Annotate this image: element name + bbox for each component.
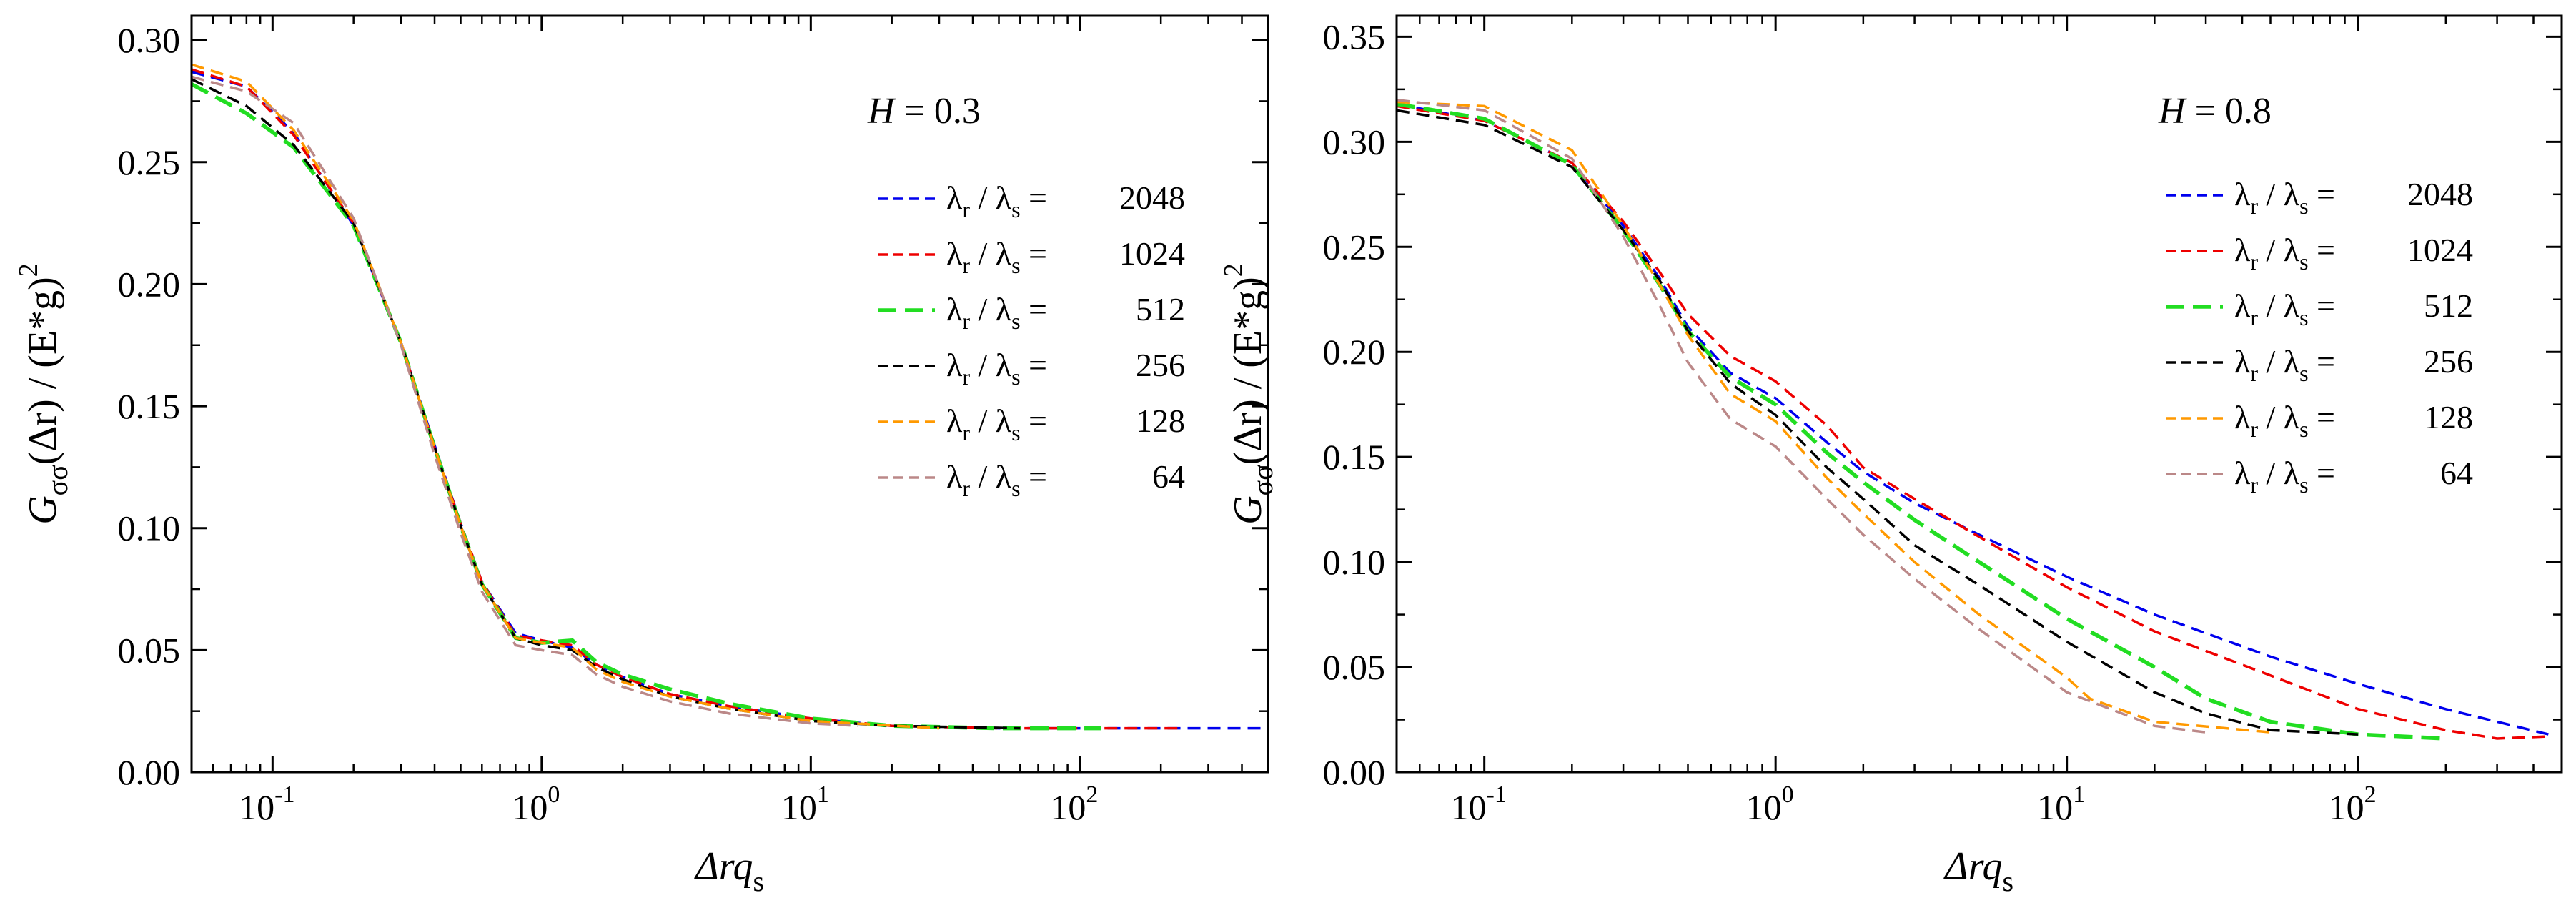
legend-entry: λr / λs = [946, 291, 1047, 334]
x-tick-label: 10-1 [239, 781, 294, 827]
series-line-64 [1397, 98, 2206, 734]
y-tick-label: 0.30 [1323, 122, 1386, 162]
legend-value: 64 [1152, 458, 1185, 495]
x-tick-label: 102 [1050, 781, 1098, 827]
y-tick-label: 0.15 [1323, 437, 1386, 477]
y-tick-label: 0.30 [118, 20, 181, 60]
legend-value: 2048 [1119, 179, 1185, 216]
y-tick-label: 0.15 [118, 386, 181, 426]
series-group [1397, 98, 2549, 741]
x-axis-label: Δrqs [694, 844, 764, 897]
series-line-1024 [1397, 104, 2549, 740]
legend-value: 256 [1136, 347, 1185, 383]
legend-entry: λr / λs = [2234, 287, 2335, 330]
series-line-128 [192, 63, 940, 730]
legend-entry: λr / λs = [946, 235, 1047, 278]
legend-entry: λr / λs = [2234, 232, 2335, 275]
y-tick-label: 0.20 [118, 264, 181, 304]
legend-entry: λr / λs = [946, 179, 1047, 222]
legend-entry: λr / λs = [2234, 343, 2335, 386]
y-tick-label: 0.10 [1323, 542, 1386, 582]
legend: λr / λs = 2048 λr / λs = 1024 λr / λs = 51… [878, 179, 1185, 501]
y-tick-label: 0.10 [118, 508, 181, 548]
y-tick-label: 0.25 [118, 142, 181, 182]
legend-value: 512 [2424, 287, 2473, 324]
legend-value: 1024 [1119, 235, 1185, 272]
x-axis-label: Δrqs [1943, 844, 2013, 897]
y-axis-label: Gσσ(Δr) / (E*g)2 [14, 263, 74, 525]
x-tick-label: 101 [781, 781, 829, 827]
y-tick-label: 0.05 [118, 630, 181, 670]
y-tick-label: 0.05 [1323, 647, 1386, 687]
chart-panel-2: 0.00 0.05 0.10 0.15 0.20 0.25 0.30 0.35 10-1 100 1… [1219, 14, 2563, 897]
plot-frame [1395, 14, 2563, 774]
legend-value: 512 [1136, 291, 1185, 327]
legend-value: 256 [2424, 343, 2473, 380]
h-annotation: H = 0.8 [2158, 91, 2272, 132]
series-line-512 [1397, 102, 2446, 741]
legend-entry: λr / λs = [946, 403, 1047, 445]
series-line-128 [1397, 100, 2271, 734]
x-tick-label: 10-1 [1451, 781, 1507, 827]
series-line-256 [192, 78, 1021, 730]
legend: λr / λs = 2048 λr / λs = 1024 λr / λs = 51… [2166, 176, 2473, 498]
series-group [192, 63, 1264, 731]
legend-value: 128 [1136, 403, 1185, 439]
chart-panel-1: 0.00 0.05 0.10 0.15 0.20 0.25 0.30 10-1 100 101 10… [14, 14, 1269, 897]
h-annotation: H = 0.3 [867, 91, 981, 132]
series-line-1024 [192, 68, 1182, 730]
legend-entry: λr / λs = [946, 347, 1047, 390]
plot-frame [190, 14, 1269, 774]
series-line-2048 [1397, 102, 2549, 736]
legend-value: 1024 [2407, 232, 2473, 268]
legend-entry: λr / λs = [2234, 399, 2335, 442]
legend-value: 128 [2424, 399, 2473, 435]
y-tick-label: 0.00 [118, 752, 181, 792]
y-tick-label: 0.25 [1323, 227, 1386, 267]
y-tick-label: 0.20 [1323, 332, 1386, 372]
series-line-2048 [192, 70, 1264, 730]
legend-value: 2048 [2407, 176, 2473, 212]
x-tick-label: 100 [512, 781, 560, 827]
legend-entry: λr / λs = [2234, 455, 2335, 498]
y-tick-label: 0.35 [1323, 16, 1386, 56]
series-line-64 [192, 75, 858, 727]
legend-value: 64 [2440, 455, 2473, 491]
x-tick-label: 100 [1746, 781, 1794, 827]
x-tick-label: 101 [2037, 781, 2085, 827]
y-tick-label: 0.00 [1323, 752, 1386, 792]
legend-entry: λr / λs = [946, 458, 1047, 501]
y-axis-label: Gσσ(Δr) / (E*g)2 [1219, 263, 1279, 525]
series-line-256 [1397, 109, 2359, 736]
legend-entry: λr / λs = [2234, 176, 2335, 219]
x-tick-label: 102 [2329, 781, 2377, 827]
